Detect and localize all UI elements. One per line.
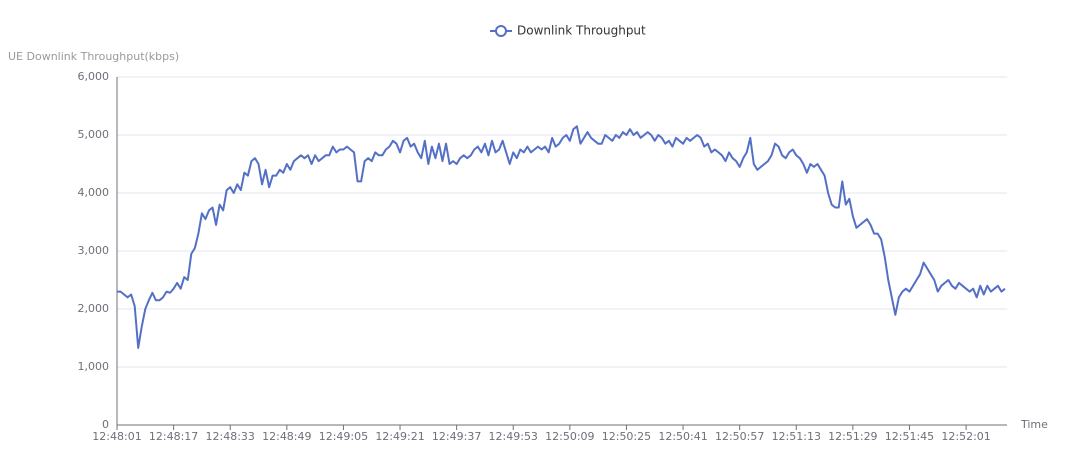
y-tick-label: 2,000 <box>78 302 110 315</box>
x-tick-label: 12:50:57 <box>715 430 764 443</box>
x-axis-title: Time <box>1020 418 1048 431</box>
y-tick-label: 3,000 <box>78 244 110 257</box>
y-tick-label: 6,000 <box>78 70 110 83</box>
x-tick-label: 12:51:45 <box>885 430 934 443</box>
y-tick-label: 5,000 <box>78 128 110 141</box>
x-tick-label: 12:49:21 <box>375 430 424 443</box>
x-tick-label: 12:52:01 <box>941 430 990 443</box>
x-tick-label: 12:49:05 <box>319 430 368 443</box>
y-tick-label: 4,000 <box>78 186 110 199</box>
x-tick-label: 12:50:09 <box>545 430 594 443</box>
x-tick-label: 12:50:25 <box>602 430 651 443</box>
x-tick-label: 12:51:29 <box>828 430 877 443</box>
x-tick-label: 12:51:13 <box>772 430 821 443</box>
x-tick-label: 12:48:49 <box>262 430 311 443</box>
y-axis-title: UE Downlink Throughput(kbps) <box>8 50 179 63</box>
y-tick-label: 0 <box>102 418 109 431</box>
x-tick-label: 12:48:33 <box>206 430 255 443</box>
y-tick-label: 1,000 <box>78 360 110 373</box>
x-tick-label: 12:49:37 <box>432 430 481 443</box>
x-tick-label: 12:49:53 <box>489 430 538 443</box>
legend-label: Downlink Throughput <box>517 24 646 38</box>
x-tick-label: 12:48:01 <box>92 430 141 443</box>
legend-marker <box>495 25 507 37</box>
series-line <box>117 125 1006 349</box>
x-tick-label: 12:48:17 <box>149 430 198 443</box>
x-tick-label: 12:50:41 <box>658 430 707 443</box>
